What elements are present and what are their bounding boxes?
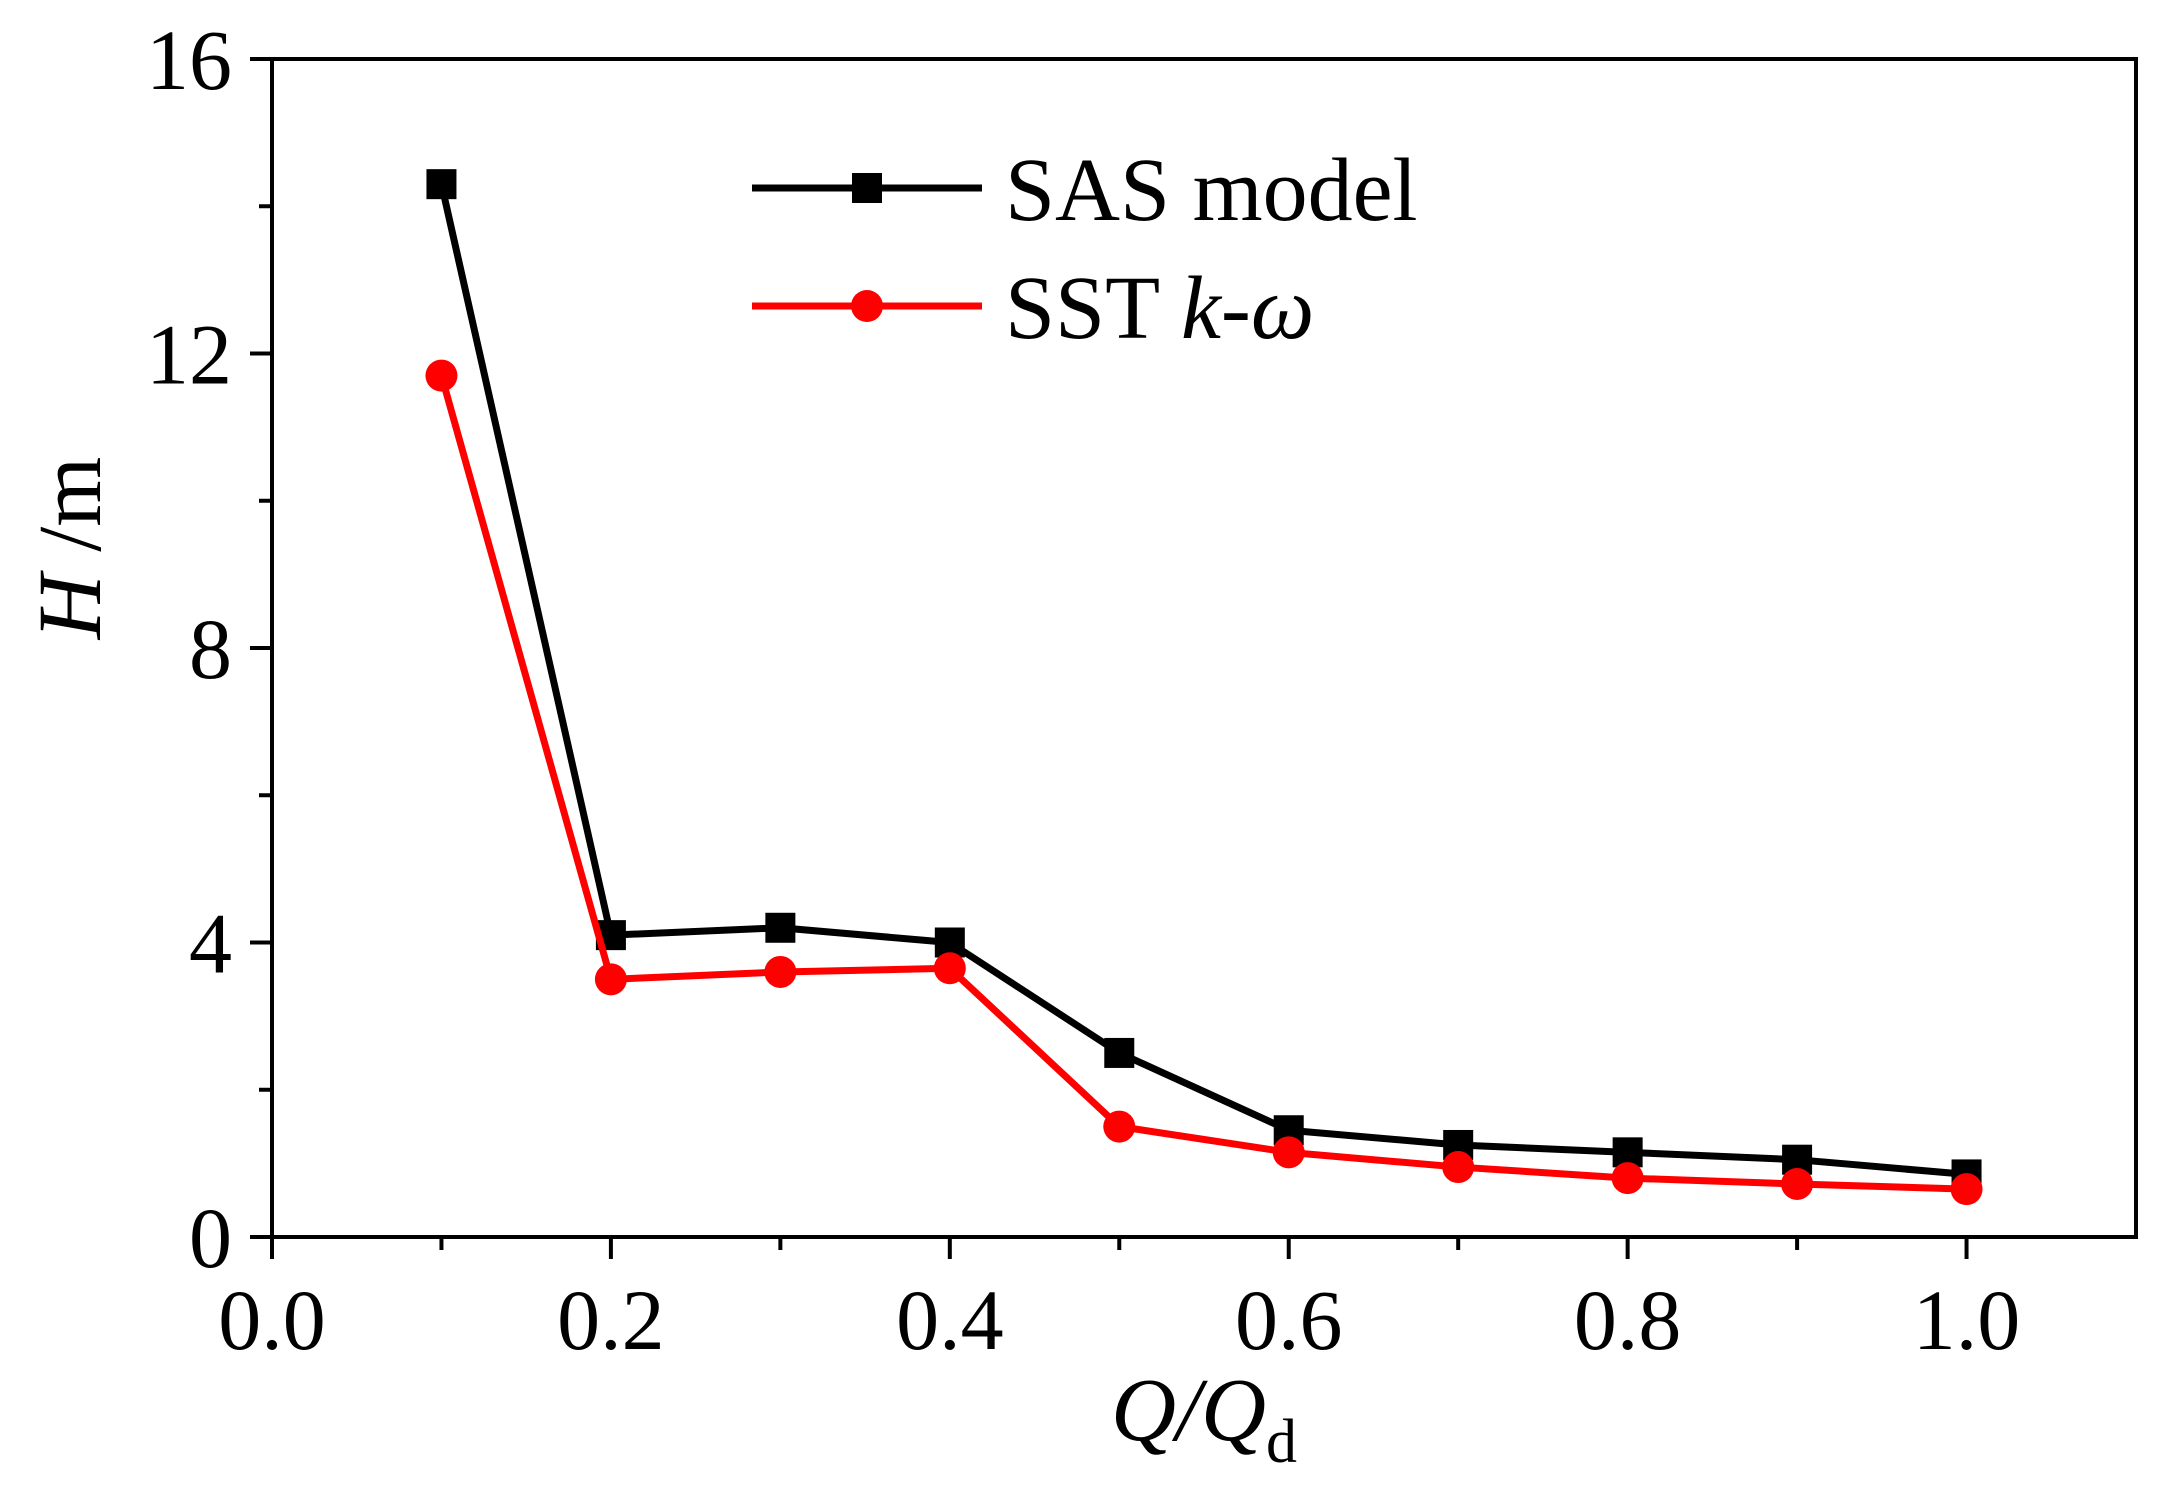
data-point	[933, 952, 966, 985]
legend-label: SAS model	[1005, 141, 1418, 240]
x-tick-label: 1.0	[1913, 1272, 2021, 1368]
x-tick-label: 0.8	[1574, 1272, 1682, 1368]
data-point	[425, 359, 458, 392]
legend-item-1: SAS model	[752, 141, 1418, 240]
data-point	[1272, 1136, 1305, 1169]
x-tick-label: 0.0	[218, 1272, 326, 1368]
series-line	[438, 183, 1967, 1178]
y-axis-title: H /m	[21, 457, 120, 641]
x-tick-label: 0.2	[557, 1272, 665, 1368]
axis-ticks	[250, 57, 1969, 1259]
y-tick-label: 4	[189, 896, 232, 992]
y-axis-title-main: H	[21, 569, 120, 640]
data-point	[1103, 1110, 1136, 1143]
legend-item-2: SST k-ω	[752, 259, 1314, 358]
x-axis-title-sub: d	[1266, 1408, 1297, 1476]
data-point	[765, 912, 796, 943]
legend-swatch-marker	[852, 173, 882, 203]
axis-tick-labels: 0.0 0.2 0.4 0.6 0.8 1.0 0 4 8 12 16	[146, 12, 2020, 1368]
data-point	[594, 963, 627, 996]
series-2	[425, 359, 1983, 1206]
legend: SAS model SST k-ω	[752, 141, 1418, 358]
y-tick-label: 16	[146, 12, 232, 108]
series-line	[438, 374, 1967, 1193]
data-point	[764, 955, 797, 988]
y-axis-title-unit: /m	[21, 457, 120, 575]
x-axis-title: Q/Qd	[1111, 1361, 1297, 1476]
legend-swatch-marker	[851, 290, 883, 322]
data-point	[1442, 1151, 1475, 1184]
y-tick-label: 12	[146, 307, 232, 403]
data-point	[1104, 1037, 1135, 1068]
x-tick-label: 0.6	[1235, 1272, 1343, 1368]
legend-label-part: SST	[1005, 259, 1181, 358]
series-group	[425, 169, 1983, 1206]
data-point	[1611, 1162, 1644, 1195]
y-tick-label: 8	[189, 601, 232, 697]
legend-label-part: ω	[1251, 259, 1315, 358]
data-point	[1781, 1167, 1814, 1200]
legend-label: SST k-ω	[1005, 259, 1314, 358]
y-tick-label: 0	[189, 1190, 232, 1286]
legend-label-part: k	[1181, 259, 1223, 358]
legend-label-part: SAS model	[1005, 141, 1418, 240]
x-axis-title-main: Q/Q	[1111, 1361, 1266, 1460]
legend-label-part: -	[1221, 259, 1251, 358]
x-tick-label: 0.4	[896, 1272, 1004, 1368]
data-point	[426, 169, 457, 200]
data-point	[1950, 1173, 1983, 1206]
